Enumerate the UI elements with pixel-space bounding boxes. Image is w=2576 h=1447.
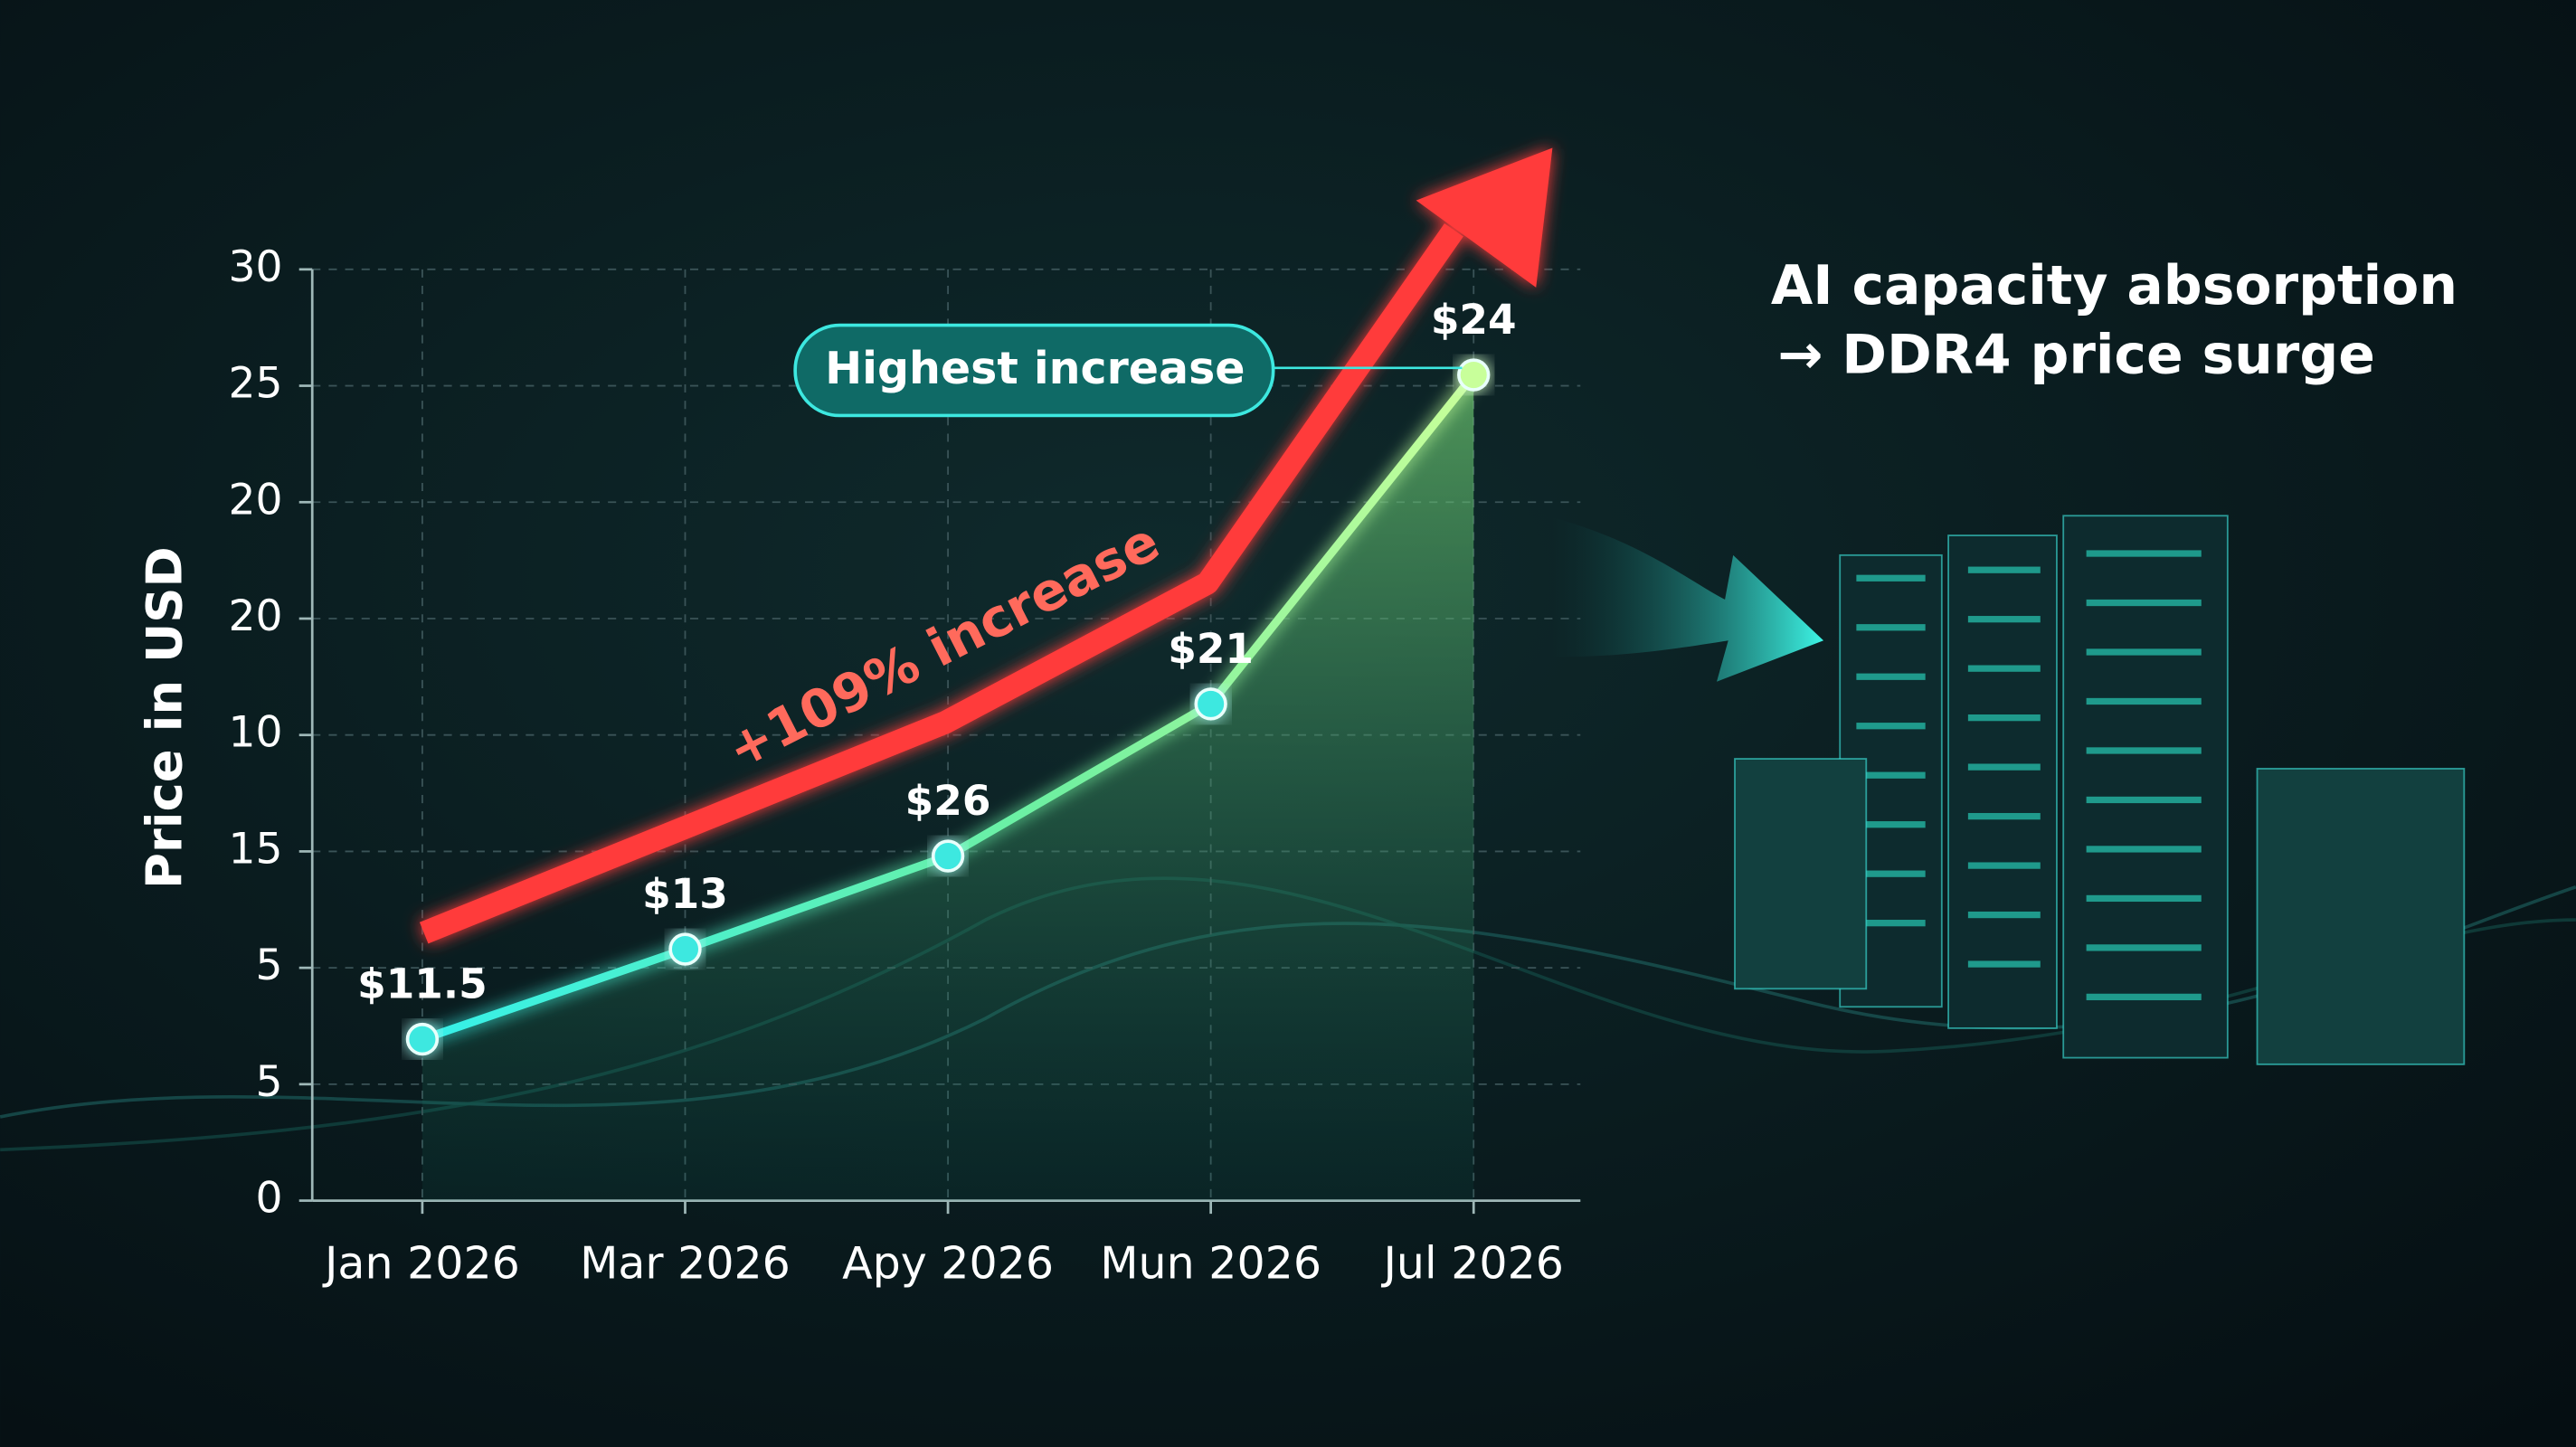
chart-subtitle: → DDR4 price surge (1777, 324, 2375, 387)
point-label: $11.5 (357, 960, 488, 1007)
rack-slot (1856, 723, 1926, 730)
teal-arrow (1552, 517, 1824, 682)
y-tick-label: 20 (228, 475, 282, 525)
point-label: $24 (1431, 296, 1517, 344)
rack-slot (1856, 673, 1926, 680)
server-rack (1947, 534, 2058, 1029)
rack-slot (2086, 796, 2202, 804)
y-tick-label: 5 (255, 941, 282, 990)
rack-slot (1967, 960, 2041, 968)
rack-slot (2086, 697, 2202, 705)
data-point (668, 932, 702, 966)
data-point (931, 839, 965, 873)
plot: 0 5 5 15 10 20 20 25 30 Jan 2026 Mar 2026 Apy 2026 M… (228, 242, 1581, 1290)
point-label: $26 (905, 777, 991, 825)
rack-slot (2086, 648, 2202, 656)
x-tick-label: Mar 2026 (580, 1237, 791, 1290)
y-axis-label: Price in USD (136, 546, 194, 889)
x-tick-label: Jan 2026 (322, 1237, 520, 1290)
rack-slot (1856, 771, 1926, 779)
rack-slot (1967, 665, 2041, 672)
rack-slot (1967, 714, 2041, 722)
x-tick-label: Mun 2026 (1100, 1237, 1321, 1290)
rack-slot (1967, 616, 2041, 623)
memory-stack (2256, 768, 2466, 1065)
server-illustration (1734, 515, 2466, 1065)
rack-slot (1967, 566, 2041, 573)
rack-slot (1967, 763, 2041, 771)
server-rack (2062, 515, 2229, 1059)
trend-arrow-shaft (419, 222, 1463, 944)
point-label: $21 (1168, 625, 1254, 673)
rack-slot (1856, 574, 1926, 582)
data-point (1457, 358, 1491, 392)
x-tick-label: Apy 2026 (842, 1237, 1054, 1290)
y-tick-label: 0 (255, 1174, 282, 1224)
rack-slot (2086, 599, 2202, 607)
rack-slot (2086, 747, 2202, 754)
y-tick-label: 15 (228, 824, 282, 874)
data-point (1194, 687, 1227, 721)
y-tick-label: 10 (228, 708, 282, 758)
x-tick-label: Jul 2026 (1380, 1237, 1563, 1290)
trend-arrow (419, 147, 1553, 944)
memory-stack (1734, 758, 1868, 990)
rack-slot (2086, 550, 2202, 557)
area-fill (421, 374, 1474, 1201)
data-point (405, 1022, 440, 1056)
y-tick-label: 25 (228, 359, 282, 409)
rack-slot (1856, 624, 1926, 631)
rack-slot (1967, 862, 2041, 869)
rack-slot (1967, 812, 2041, 820)
rack-slot (1967, 911, 2041, 919)
chart-title: AI capacity absorption (1771, 254, 2458, 317)
rack-slot (2086, 993, 2202, 1001)
rack-slot (2086, 894, 2202, 903)
rack-slot (1856, 920, 1926, 927)
rack-slot (2086, 944, 2202, 951)
rack-slot (2086, 846, 2202, 853)
y-tick-label: 5 (255, 1057, 282, 1107)
y-tick-label: 20 (228, 591, 282, 641)
trend-arrow-head (1416, 147, 1553, 288)
rack-slot (1856, 870, 1926, 877)
callout-pill (793, 323, 1275, 418)
rack-slot (1856, 821, 1926, 828)
point-label: $13 (642, 870, 728, 918)
y-tick-label: 30 (228, 242, 282, 292)
callout-text: Highest increase (825, 342, 1245, 394)
